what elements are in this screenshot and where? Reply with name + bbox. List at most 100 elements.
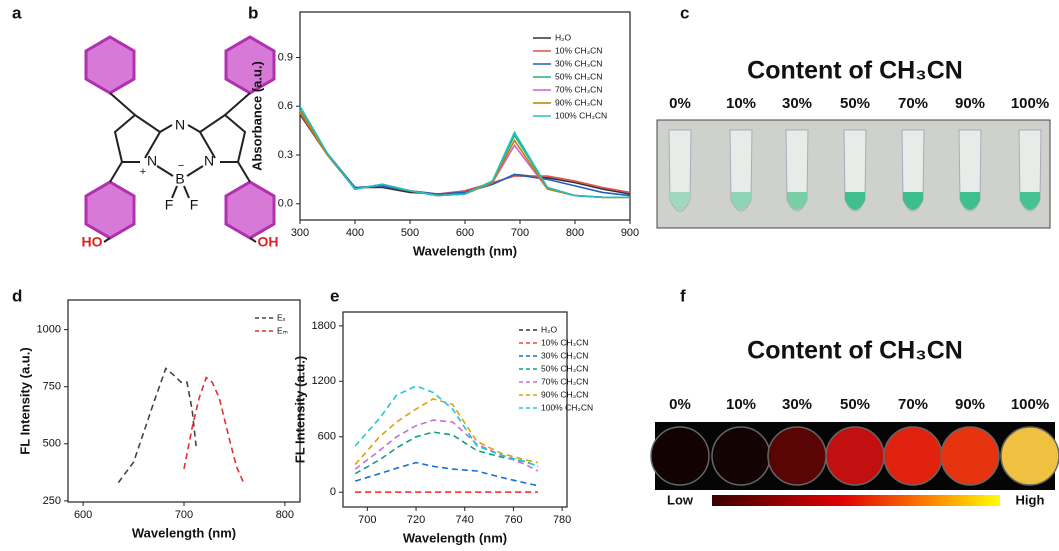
y-axis-label: Absorbance (a.u.) — [249, 61, 264, 171]
x-tick-label: 760 — [504, 514, 522, 526]
charge: + — [140, 166, 146, 178]
y-tick-label: 600 — [318, 431, 336, 443]
series-line — [354, 461, 538, 487]
panel-label: a — [12, 3, 22, 22]
content-label: 30% — [782, 396, 812, 413]
legend-label: 50% CH₃CN — [541, 363, 588, 373]
y-tick-label: 1200 — [312, 375, 336, 387]
well — [940, 426, 1000, 486]
legend-label: H₂O — [555, 32, 571, 42]
well — [1000, 426, 1059, 486]
x-axis-label: Wavelength (nm) — [132, 525, 236, 540]
x-tick-label: 780 — [553, 514, 571, 526]
tube-liquid — [731, 192, 751, 210]
legend-label: 50% CH₃CN — [555, 71, 602, 81]
series-line — [354, 385, 539, 468]
content-label: 70% — [898, 95, 928, 112]
y-tick-label: 250 — [43, 495, 61, 507]
legend-label: Eₘ — [277, 325, 289, 335]
atom: F — [165, 197, 174, 213]
x-tick-label: 800 — [276, 509, 294, 521]
tube-liquid — [670, 192, 690, 210]
content-label: 50% — [840, 396, 870, 413]
legend-label: Eₓ — [277, 312, 286, 322]
series-line — [117, 367, 197, 484]
y-axis-label: FL Intensity (a.u.) — [292, 356, 307, 463]
x-tick-label: 300 — [291, 227, 309, 239]
scale-label: High — [1016, 492, 1045, 507]
legend-label: 100% CH₃CN — [555, 110, 607, 120]
panel-label: c — [680, 3, 689, 22]
x-tick-label: 700 — [358, 514, 376, 526]
wells — [650, 426, 1059, 486]
x-axis-label: Wavelength (nm) — [413, 243, 517, 258]
legend-label: 70% CH₃CN — [555, 84, 602, 94]
tube-liquid — [845, 192, 865, 210]
content-label: 0% — [669, 396, 691, 413]
content-label: 70% — [898, 396, 928, 413]
molecule — [84, 35, 276, 243]
panel-label: d — [12, 286, 22, 305]
legend-label: 10% CH₃CN — [541, 337, 588, 347]
legend-label: 90% CH₃CN — [541, 389, 588, 399]
tube-liquid — [903, 192, 923, 210]
series-line — [354, 398, 538, 466]
tube-liquid — [1020, 192, 1040, 210]
x-tick-label: 700 — [511, 227, 529, 239]
x-axis-label: Wavelength (nm) — [403, 530, 507, 545]
series-line — [354, 419, 539, 472]
content-label: 50% — [840, 95, 870, 112]
content-label: 0% — [669, 95, 691, 112]
x-tick-label: 600 — [74, 509, 92, 521]
legend-label: 90% CH₃CN — [555, 97, 602, 107]
scale-label: Low — [667, 492, 694, 507]
legend-label: 100% CH₃CN — [541, 402, 593, 412]
series-line — [299, 105, 630, 199]
color-scale — [712, 495, 1000, 506]
atom: B — [175, 171, 184, 187]
y-tick-label: 0.0 — [278, 198, 293, 210]
x-tick-label: 740 — [456, 514, 474, 526]
y-tick-label: 0.3 — [278, 149, 293, 161]
x-tick-label: 900 — [621, 227, 639, 239]
atom: N — [204, 153, 214, 169]
tube-liquid — [787, 192, 807, 210]
panel-label: e — [330, 286, 339, 305]
well — [711, 426, 771, 486]
legend-label: 30% CH₃CN — [555, 58, 602, 68]
x-tick-label: 700 — [175, 509, 193, 521]
y-tick-label: 0.9 — [278, 51, 293, 63]
well — [650, 426, 710, 486]
x-tick-label: 720 — [407, 514, 425, 526]
series-line — [299, 110, 631, 197]
y-tick-label: 1000 — [37, 324, 61, 336]
legend-label: 30% CH₃CN — [541, 350, 588, 360]
series-line — [183, 376, 246, 486]
well — [825, 426, 885, 486]
x-tick-label: 600 — [456, 227, 474, 239]
atom: N — [175, 117, 185, 133]
content-label: 90% — [955, 95, 985, 112]
legend-label: 10% CH₃CN — [555, 45, 602, 55]
y-tick-label: 0 — [330, 486, 336, 498]
legend-label: H₂O — [541, 324, 557, 334]
photo-title: Content of CH₃CN — [747, 57, 963, 85]
well — [883, 426, 943, 486]
y-tick-label: 750 — [43, 381, 61, 393]
photo-title: Content of CH₃CN — [747, 337, 963, 365]
well — [767, 426, 827, 486]
atom: HO — [82, 234, 103, 250]
content-label: 100% — [1011, 95, 1049, 112]
x-tick-label: 800 — [566, 227, 584, 239]
content-label: 10% — [726, 396, 756, 413]
content-label: 30% — [782, 95, 812, 112]
tube-liquid — [960, 192, 980, 210]
x-tick-label: 500 — [401, 227, 419, 239]
atom: F — [190, 197, 199, 213]
atom: N — [147, 153, 157, 169]
content-label: 10% — [726, 95, 756, 112]
x-tick-label: 400 — [346, 227, 364, 239]
charge: − — [178, 160, 184, 172]
atom: OH — [258, 234, 279, 250]
legend-label: 70% CH₃CN — [541, 376, 588, 386]
